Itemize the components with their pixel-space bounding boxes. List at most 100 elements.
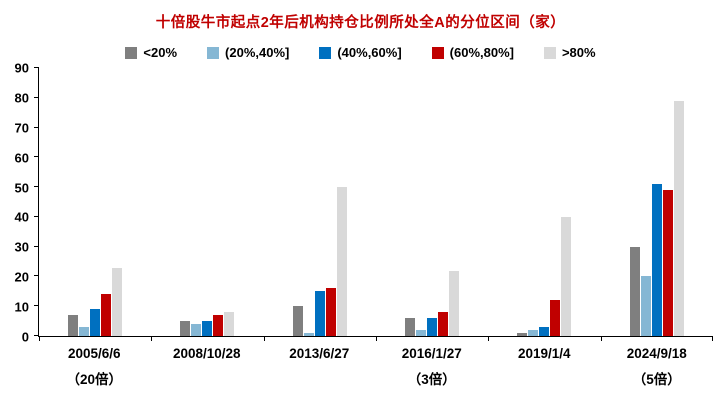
bar: [191, 324, 202, 336]
y-tick-label: 50: [14, 180, 29, 196]
bar: [651, 184, 662, 336]
bar: [314, 291, 325, 336]
y-tick-mark: [34, 186, 39, 188]
x-category-label: 2016/1/27 （3倍）: [376, 346, 489, 388]
bar: [303, 333, 314, 336]
legend-item: (20%,40%]: [207, 45, 289, 60]
x-category-date: 2005/6/6: [67, 346, 121, 361]
bar-group: [488, 68, 600, 336]
y-tick-mark: [34, 305, 39, 307]
bar: [336, 187, 347, 336]
legend: <20% (20%,40%] (40%,60%] (60%,80%] >80%: [0, 45, 721, 60]
x-category-date: 2016/1/27: [401, 346, 462, 361]
x-category-date: 2008/10/28: [172, 346, 241, 361]
y-tick-label: 40: [14, 209, 29, 225]
y-tick-label: 0: [21, 329, 29, 345]
bar: [416, 330, 427, 336]
x-category-label: 2005/6/6 （20倍）: [38, 346, 151, 388]
plot-wrap: 0 10 20 30 40 50 60 70 80 90 2005/6/6 （20倍） 2008/10…: [15, 62, 713, 387]
bar-group: [264, 68, 376, 336]
y-tick-label: 30: [14, 239, 29, 255]
y-tick-mark: [34, 67, 39, 68]
x-category-label: 2008/10/28: [151, 346, 264, 388]
bar: [561, 216, 572, 336]
x-category-label: 2024/9/18 （5倍）: [601, 346, 714, 388]
x-axis-labels: 2005/6/6 （20倍） 2008/10/28 2013/6/27 2016/1/2…: [38, 337, 713, 388]
legend-label: (40%,60%]: [337, 45, 402, 60]
y-tick-mark: [34, 96, 39, 98]
legend-item: (40%,60%]: [319, 45, 402, 60]
bar: [662, 190, 673, 336]
bar-group: [376, 68, 488, 336]
x-tick-mark: [263, 336, 265, 341]
bar: [101, 294, 112, 336]
bar: [202, 321, 213, 336]
x-category-date: 2013/6/27: [289, 346, 350, 361]
y-axis: 0 10 20 30 40 50 60 70 80 90: [6, 62, 38, 344]
bar: [112, 267, 123, 336]
y-tick-label: 70: [14, 120, 29, 136]
legend-label: >80%: [561, 45, 596, 60]
x-tick-mark: [151, 336, 153, 341]
bar: [449, 270, 460, 336]
bar-group: [151, 68, 263, 336]
legend-item: (60%,80%]: [431, 45, 514, 60]
bar: [292, 306, 303, 336]
bar: [528, 330, 539, 336]
y-tick-label: 80: [14, 90, 29, 106]
bar: [629, 246, 640, 336]
bar: [325, 288, 336, 336]
y-tick-mark: [34, 245, 39, 247]
plot-area: [34, 67, 713, 341]
y-tick-label: 20: [14, 269, 29, 285]
x-category-label: 2013/6/27: [263, 346, 376, 388]
bar: [79, 327, 90, 336]
legend-item: >80%: [543, 45, 596, 60]
y-tick-mark: [34, 156, 39, 158]
x-category-multiplier: （5倍）: [632, 372, 681, 387]
chart-title: 十倍股牛市起点2年后机构持仓比例所处全A的分位区间（家）: [155, 15, 566, 31]
x-tick-mark: [376, 336, 377, 341]
x-tick-mark: [39, 336, 40, 341]
bar: [539, 327, 550, 336]
x-category-label: 2019/1/4: [488, 346, 601, 388]
legend-label: (20%,40%]: [225, 45, 290, 60]
bar: [640, 276, 651, 336]
legend-swatch: [543, 46, 556, 59]
bar: [517, 333, 528, 336]
x-category-multiplier: （20倍）: [66, 372, 123, 387]
legend-item: <20%: [125, 45, 177, 60]
bar: [427, 318, 438, 336]
x-tick-mark: [712, 336, 713, 341]
legend-label: (60%,80%]: [449, 45, 514, 60]
y-tick-label: 10: [14, 299, 29, 315]
bar: [438, 312, 449, 336]
legend-swatch: [207, 46, 220, 59]
x-category-multiplier: （3倍）: [407, 372, 456, 387]
legend-swatch: [125, 46, 138, 59]
bar: [405, 318, 416, 336]
x-category-date: 2019/1/4: [517, 346, 571, 361]
bar: [180, 321, 191, 336]
y-tick-label: 90: [14, 60, 29, 76]
bar: [68, 315, 79, 336]
x-tick-mark: [488, 336, 490, 341]
bar-group: [601, 68, 713, 336]
legend-swatch: [319, 46, 332, 59]
bar: [90, 309, 101, 336]
legend-swatch: [431, 46, 444, 59]
bar: [550, 300, 561, 336]
bar: [224, 312, 235, 336]
y-tick-mark: [34, 275, 39, 277]
x-tick-mark: [600, 336, 602, 341]
x-category-date: 2024/9/18: [626, 346, 687, 361]
bar-group: [39, 68, 151, 336]
y-tick-mark: [34, 126, 39, 128]
y-tick-mark: [34, 335, 39, 336]
bar: [213, 315, 224, 336]
y-tick-mark: [34, 215, 39, 217]
legend-label: <20%: [143, 45, 178, 60]
bar: [673, 100, 684, 336]
y-tick-label: 60: [14, 150, 29, 166]
